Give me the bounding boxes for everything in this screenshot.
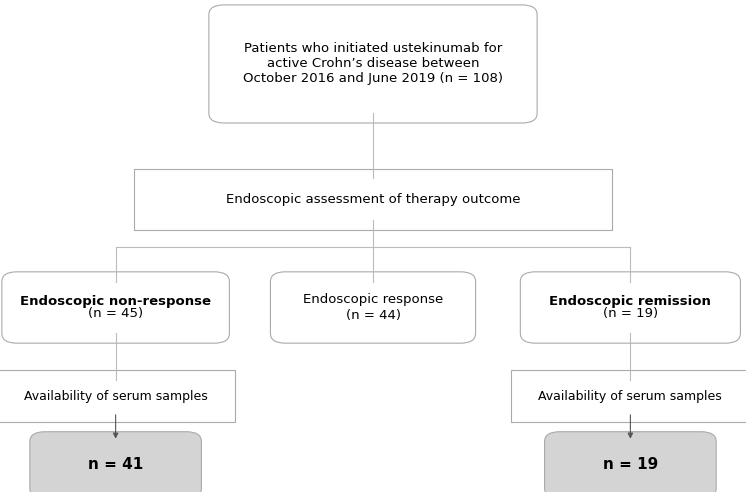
Text: Availability of serum samples: Availability of serum samples <box>539 390 722 402</box>
Text: Patients who initiated ustekinumab for
active Crohn’s disease between
October 20: Patients who initiated ustekinumab for a… <box>243 42 503 86</box>
Text: (n = 19): (n = 19) <box>603 307 658 320</box>
Text: (n = 45): (n = 45) <box>88 307 143 320</box>
FancyBboxPatch shape <box>545 432 716 492</box>
FancyBboxPatch shape <box>521 272 740 343</box>
FancyBboxPatch shape <box>271 272 476 343</box>
FancyBboxPatch shape <box>1 272 230 343</box>
FancyBboxPatch shape <box>209 5 537 123</box>
Text: n = 19: n = 19 <box>603 458 658 472</box>
Text: Endoscopic assessment of therapy outcome: Endoscopic assessment of therapy outcome <box>226 193 520 206</box>
Text: Endoscopic remission: Endoscopic remission <box>550 295 711 308</box>
FancyBboxPatch shape <box>30 432 201 492</box>
FancyBboxPatch shape <box>0 370 235 422</box>
Text: Endoscopic response
(n = 44): Endoscopic response (n = 44) <box>303 294 443 321</box>
FancyBboxPatch shape <box>134 168 612 230</box>
Text: n = 41: n = 41 <box>88 458 143 472</box>
Text: Endoscopic non-response: Endoscopic non-response <box>20 295 211 308</box>
FancyBboxPatch shape <box>511 370 746 422</box>
Text: Availability of serum samples: Availability of serum samples <box>24 390 207 402</box>
